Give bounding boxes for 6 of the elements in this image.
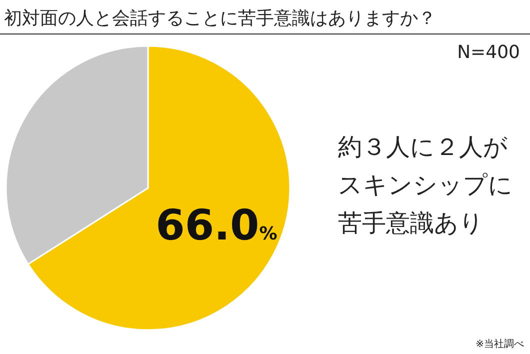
annotation: N=400 [457,42,520,63]
annotation: ※当社調べ [476,339,524,350]
title: 初対面の人と会話することに苦手意識はありますか？ [4,8,436,29]
annotation: 約３人に２人が [338,133,508,161]
annotation: 苦手意識あり [338,209,484,237]
annotation: スキンシップに [338,171,513,199]
